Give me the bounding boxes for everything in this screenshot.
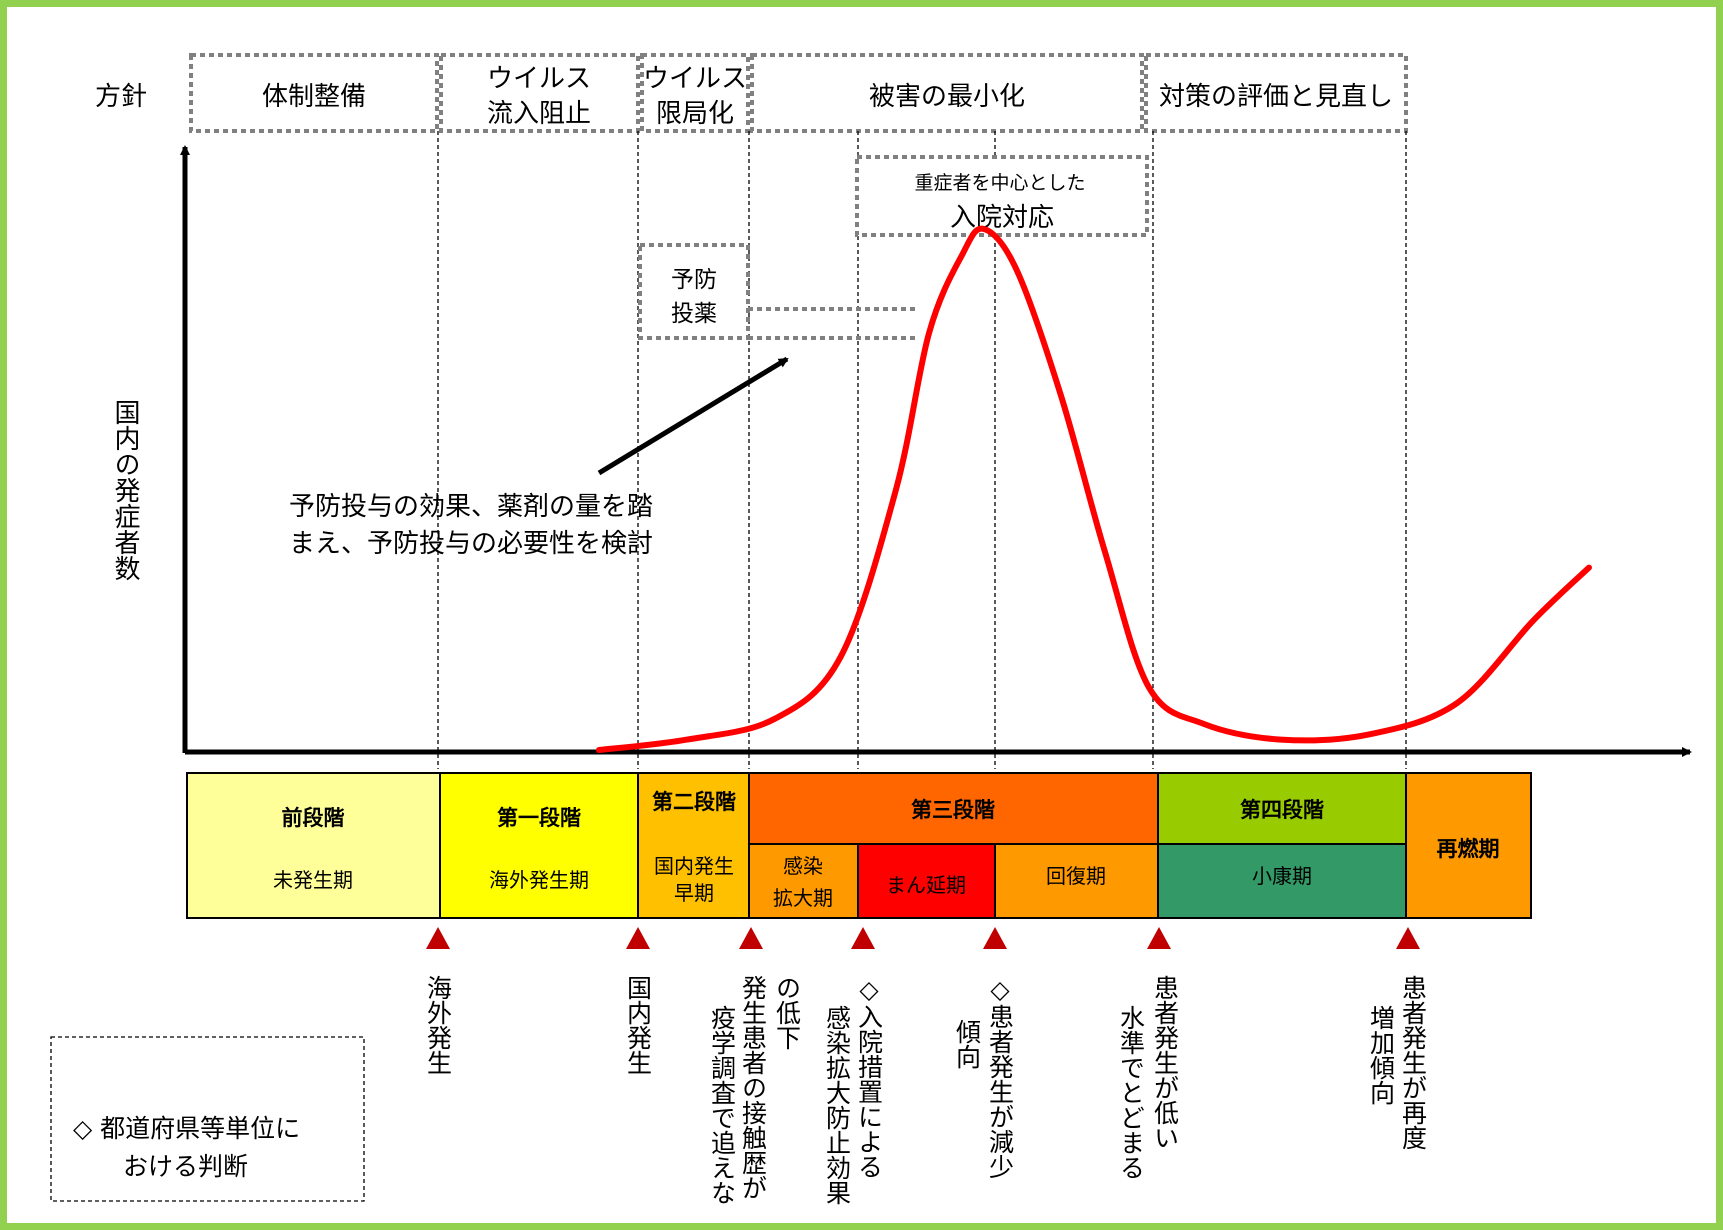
event-2-col-1: 国内発生	[624, 975, 653, 1075]
y-axis-label: 国内の発症者数	[110, 399, 140, 581]
epidemic-curve	[596, 225, 1592, 753]
legend-box	[50, 1036, 365, 1202]
policy-heading: 方針	[95, 82, 147, 112]
event-3-col-3: の低下	[773, 975, 802, 1050]
marker-triangle-5	[983, 927, 1007, 949]
policy-label-review: 対策の評価と見直し	[1159, 82, 1393, 112]
stage-3-recovery	[994, 843, 1159, 919]
policy-box-localize	[640, 53, 750, 133]
stage-pre	[186, 772, 441, 919]
stage-2-period-1: 国内発生	[654, 854, 734, 878]
event-4-col-2: 感染拡大防止効果	[823, 1005, 852, 1205]
event-4-col-1: ◇入院措置による	[855, 975, 884, 1179]
stage-relapse	[1405, 772, 1532, 919]
prophylaxis-line-2: 投薬	[671, 301, 717, 327]
event-7-col-2: 増加傾向	[1367, 1005, 1396, 1105]
stage-3-name: 第三段階	[911, 798, 995, 822]
event-6-col-1: 患者発生が低い	[1151, 975, 1180, 1150]
stage-4	[1157, 772, 1407, 845]
note-arrow	[597, 356, 789, 476]
stage-4-lull-label: 小康期	[1252, 864, 1312, 888]
policy-box-minimize	[750, 53, 1144, 133]
stage-1-name: 第一段階	[497, 806, 581, 830]
marker-triangle-3	[739, 927, 763, 949]
stage-3-peak	[857, 843, 996, 919]
event-markers	[426, 927, 1420, 949]
stage-pre-name: 前段階	[282, 806, 345, 830]
stage-2	[637, 772, 750, 919]
marker-triangle-4	[851, 927, 875, 949]
policy-label-localize-1: ウイルス	[643, 64, 747, 94]
event-5-col-2: 傾向	[953, 1019, 982, 1069]
stage-2-period-2: 早期	[674, 881, 714, 905]
policy-label-system: 体制整備	[262, 82, 366, 112]
stage-bar	[186, 772, 1532, 919]
marker-triangle-6	[1147, 927, 1171, 949]
hospital-response-box	[855, 155, 1149, 237]
hospital-response-line-1: 重症者を中心とした	[914, 172, 1085, 194]
legend-line-2: おける判断	[123, 1152, 248, 1181]
event-6-col-2: 水準でとどまる	[1117, 1005, 1146, 1180]
prophylaxis-box	[638, 243, 750, 340]
stage-3-peak-label: まん延期	[886, 873, 966, 897]
event-texts: 海外発生 国内発生 発生患者の接触歴が 疫学調査で追えな の低下 ◇入院措置によ…	[424, 975, 1428, 1205]
policy-box-entry	[439, 53, 640, 133]
event-5-col-1: ◇患者発生が減少	[986, 975, 1015, 1179]
policy-row	[189, 53, 1408, 133]
stage-1	[439, 772, 639, 919]
stage-3-recovery-label: 回復期	[1046, 864, 1106, 888]
policy-label-minimize: 被害の最小化	[869, 82, 1025, 112]
prophylaxis-line-1: 予防	[671, 267, 717, 293]
event-7-col-1: 患者発生が再度	[1399, 975, 1428, 1150]
event-3-col-2: 疫学調査で追えな	[708, 1005, 737, 1205]
note-line-1: 予防投与の効果、薬剤の量を踏	[289, 492, 653, 522]
event-1-col-1: 海外発生	[424, 975, 453, 1075]
marker-triangle-1	[426, 927, 450, 949]
event-3-col-1: 発生患者の接触歴が	[739, 975, 768, 1200]
policy-label-localize-2: 限局化	[656, 99, 734, 129]
marker-triangle-7	[1396, 927, 1420, 949]
stage-1-period: 海外発生期	[489, 868, 589, 892]
marker-triangle-2	[626, 927, 650, 949]
stage-3-spread-2: 拡大期	[773, 886, 833, 910]
stage-pre-period: 未発生期	[273, 868, 353, 892]
policy-box-system	[189, 53, 439, 133]
stage-relapse-name: 再燃期	[1437, 837, 1500, 861]
note-line-2: まえ、予防投与の必要性を検討	[289, 529, 653, 559]
stage-2-name: 第二段階	[652, 790, 736, 814]
stage-3-spread-1: 感染	[783, 854, 823, 878]
pandemic-phase-diagram: 方針 体制整備 ウイルス 流入阻止 ウイルス 限局化 被害の最小化 対策の評価と…	[50, 53, 1692, 1205]
legend-line-1: ◇ 都道府県等単位に	[73, 1114, 300, 1143]
hospital-response-line-2: 入院対応	[950, 203, 1054, 233]
stage-4-name: 第四段階	[1240, 798, 1324, 822]
policy-label-entry-2: 流入阻止	[487, 99, 591, 129]
policy-box-review	[1144, 53, 1408, 133]
prophylaxis-extension	[748, 307, 919, 340]
policy-label-entry-1: ウイルス	[487, 64, 591, 94]
